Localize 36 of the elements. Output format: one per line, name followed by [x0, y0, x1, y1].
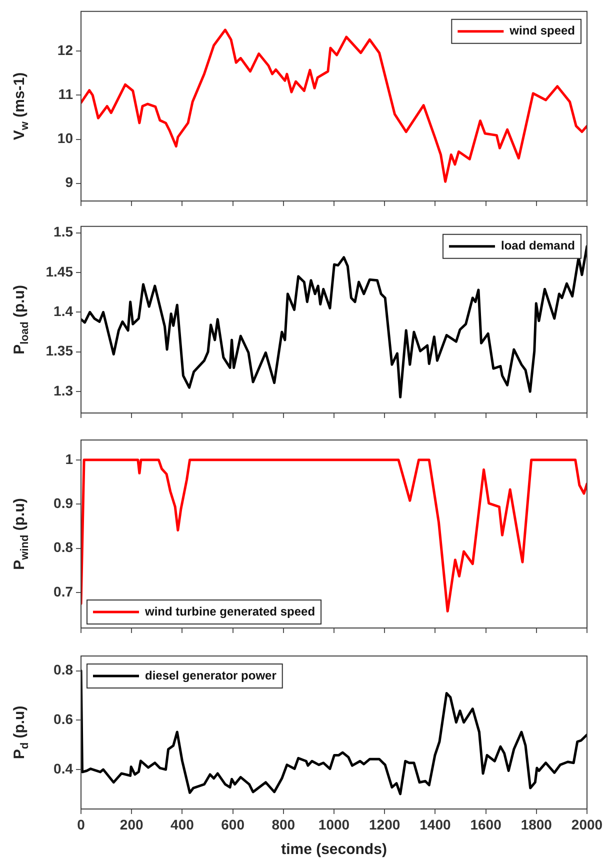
y-axis-title: Pd (p.u)	[11, 706, 32, 760]
legend-label: diesel generator power	[145, 668, 277, 682]
x-axis-title: time (seconds)	[281, 841, 387, 858]
y-tick-label: 10	[57, 130, 74, 146]
y-axis-title: Vw (ms-1)	[11, 72, 32, 140]
legend-label: wind turbine generated speed	[144, 604, 316, 618]
x-tick-label: 0	[77, 816, 86, 832]
y-tick-label: 12	[57, 42, 74, 58]
y-tick-label: 1.45	[46, 263, 74, 280]
y-tick-label: 0.8	[54, 662, 74, 678]
y-tick-label: 11	[58, 86, 74, 102]
legend-label: load demand	[500, 238, 576, 253]
x-tick-label: 1600	[470, 816, 502, 832]
y-axis-title: Pload (p.u)	[11, 285, 32, 354]
y-tick-label: 0.9	[54, 495, 74, 511]
x-tick-label: 1000	[318, 816, 350, 832]
legend-label: wind speed	[508, 24, 575, 38]
x-tick-label: 2000	[571, 816, 603, 832]
x-tick-label: 1800	[520, 816, 552, 832]
x-tick-label: 400	[170, 816, 194, 832]
y-tick-label: 1.3	[54, 382, 74, 398]
y-tick-label: 9	[65, 174, 74, 190]
x-tick-label: 1400	[420, 816, 451, 832]
y-tick-label: 0.8	[54, 539, 74, 556]
y-tick-label: 1.4	[54, 303, 74, 320]
x-tick-label: 200	[120, 816, 144, 832]
y-tick-label: 0.6	[54, 711, 74, 728]
y-tick-label: 1	[65, 450, 74, 467]
x-tick-label: 800	[272, 816, 296, 832]
y-tick-label: 0.4	[54, 760, 74, 776]
y-axis-title: Pwind (p.u)	[11, 498, 32, 570]
y-tick-label: 1.35	[46, 342, 74, 359]
x-tick-label: 600	[221, 816, 245, 832]
y-tick-label: 0.7	[54, 583, 74, 600]
x-tick-label: 1200	[369, 816, 400, 832]
y-tick-label: 1.5	[54, 224, 74, 240]
